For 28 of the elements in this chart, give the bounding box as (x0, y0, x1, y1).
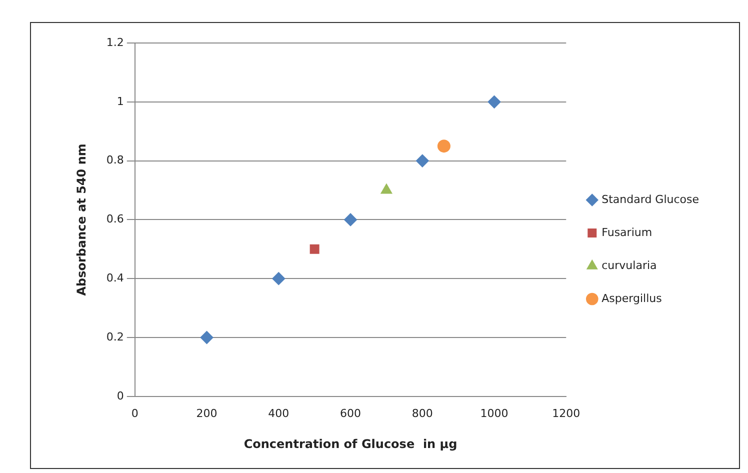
legend-label: Fusarium (602, 226, 652, 239)
x-tick-label: 1200 (552, 406, 580, 420)
legend-label: Standard Glucose (602, 192, 700, 206)
y-tick-label: 0 (116, 389, 124, 402)
point (488, 95, 501, 108)
x-tick-label: 600 (340, 406, 362, 420)
x-tick-label: 400 (268, 406, 290, 420)
x-tick-label: 1000 (480, 406, 508, 420)
point (310, 244, 320, 254)
point (272, 272, 286, 286)
y-tick-label: 1 (116, 94, 124, 108)
y-tick-label: 0.8 (106, 154, 124, 167)
x-tick-label: 0 (131, 406, 138, 420)
x-tick-label: 200 (196, 406, 218, 420)
point (416, 154, 429, 168)
x-tick-label: 800 (412, 406, 433, 420)
legend-label: Aspergillus (602, 292, 662, 305)
point (380, 184, 392, 194)
y-tick-label: 0.2 (106, 330, 124, 344)
legend-label: curvularia (602, 258, 657, 272)
point (437, 140, 450, 153)
y-tick-label: 0.4 (106, 271, 124, 284)
y-tick-label: 1.2 (106, 36, 124, 49)
point (344, 213, 358, 226)
x-axis-title: Concentration of Glucose in µg (244, 436, 458, 451)
y-axis-title: Absorbance at 540 nm (74, 144, 88, 296)
y-tick-label: 0.6 (106, 212, 124, 226)
point (200, 331, 214, 344)
